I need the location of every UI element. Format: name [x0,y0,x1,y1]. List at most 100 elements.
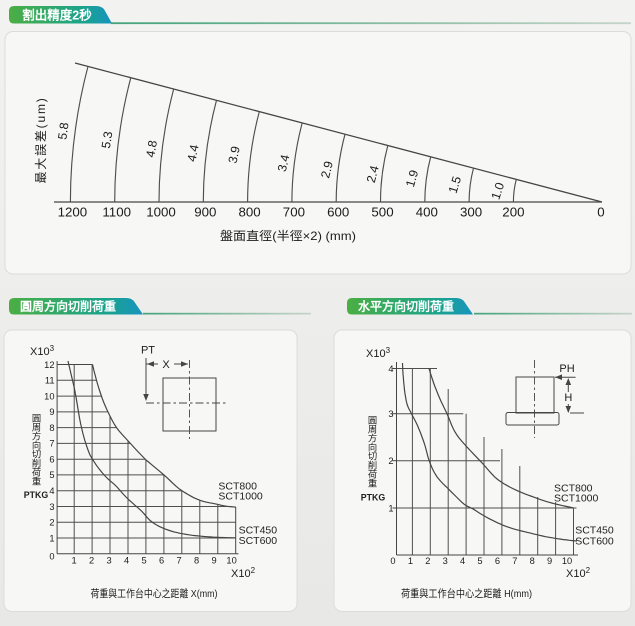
svg-text:4.4: 4.4 [185,143,202,163]
svg-text:8: 8 [49,423,54,433]
svg-text:方: 方 [368,433,377,444]
svg-text:向: 向 [32,440,41,451]
svg-text:削: 削 [368,460,377,471]
svg-text:5: 5 [477,556,482,566]
svg-text:0: 0 [49,552,54,562]
svg-text:1100: 1100 [102,205,131,220]
svg-text:7: 7 [49,439,54,449]
svg-text:8: 8 [530,556,535,566]
svg-text:盤面直徑(半徑×2) (mm): 盤面直徑(半徑×2) (mm) [220,229,356,243]
svg-text:7: 7 [177,555,182,565]
svg-text:3: 3 [443,556,448,566]
svg-text:6: 6 [49,455,54,465]
svg-text:PTKG: PTKG [24,490,49,500]
svg-text:4: 4 [49,486,54,496]
svg-text:荷重與工作台中心之距離 X(mm): 荷重與工作台中心之距離 X(mm) [91,587,218,600]
svg-text:1: 1 [388,503,393,513]
svg-text:2: 2 [49,518,54,528]
svg-text:300: 300 [460,205,482,220]
svg-text:6: 6 [495,556,500,566]
svg-text:11: 11 [45,376,55,386]
svg-text:X: X [162,359,170,371]
svg-text:H: H [564,392,572,404]
svg-text:SCT600: SCT600 [575,536,614,548]
svg-text:5.3: 5.3 [99,130,116,149]
svg-text:3: 3 [49,502,54,512]
svg-text:4: 4 [460,556,465,566]
svg-text:SCT450: SCT450 [575,525,614,537]
svg-text:700: 700 [283,205,305,220]
svg-text:向: 向 [368,442,377,453]
svg-text:荷: 荷 [368,470,377,480]
svg-text:水平方向切削荷重: 水平方向切削荷重 [358,299,454,314]
svg-text:4: 4 [388,364,393,374]
svg-text:1: 1 [408,556,413,566]
svg-text:X103: X103 [366,346,391,360]
svg-text:SCT1000: SCT1000 [554,493,599,505]
svg-text:荷: 荷 [32,468,41,478]
svg-text:周: 周 [32,423,41,433]
svg-text:1.9: 1.9 [403,168,421,188]
svg-text:8: 8 [194,555,199,565]
svg-text:7: 7 [512,556,517,566]
svg-text:荷重與工作台中心之距離 H(mm): 荷重與工作台中心之距離 H(mm) [401,587,532,600]
svg-text:3.9: 3.9 [226,145,243,165]
svg-text:5: 5 [142,555,147,565]
svg-text:2: 2 [388,456,393,466]
svg-text:500: 500 [371,205,393,220]
svg-text:1: 1 [72,555,77,565]
svg-text:1.5: 1.5 [446,174,464,195]
svg-text:3: 3 [107,555,112,565]
svg-text:PT: PT [141,345,155,357]
svg-text:X102: X102 [566,566,591,580]
svg-text:切: 切 [32,450,41,460]
svg-text:2.4: 2.4 [364,164,382,184]
svg-text:2: 2 [425,556,430,566]
svg-text:900: 900 [194,205,216,220]
svg-text:9: 9 [212,555,217,565]
svg-text:PTKG: PTKG [361,493,386,503]
svg-text:割出精度2秒: 割出精度2秒 [22,8,92,23]
svg-text:SCT800: SCT800 [218,481,257,493]
svg-text:2: 2 [89,555,94,565]
svg-text:400: 400 [416,205,438,220]
svg-text:6: 6 [159,555,164,565]
svg-text:600: 600 [327,205,349,220]
svg-text:SCT1000: SCT1000 [218,491,263,503]
svg-text:重: 重 [368,478,377,489]
svg-text:12: 12 [44,360,54,370]
svg-text:0: 0 [597,205,604,220]
svg-text:10: 10 [44,391,54,401]
svg-text:1.0: 1.0 [489,181,508,202]
svg-text:周: 周 [368,425,377,435]
svg-text:10: 10 [226,555,236,565]
svg-text:方: 方 [32,431,41,442]
svg-text:削: 削 [32,458,41,469]
svg-text:0: 0 [390,556,395,566]
svg-text:圓: 圓 [32,414,41,424]
svg-text:5: 5 [49,470,54,480]
svg-text:X102: X102 [231,566,256,580]
svg-text:SCT450: SCT450 [239,525,278,537]
svg-text:1200: 1200 [58,205,88,220]
svg-text:5.8: 5.8 [55,121,71,140]
svg-text:1: 1 [49,533,54,543]
svg-text:9: 9 [547,556,552,566]
svg-text:重: 重 [32,476,41,487]
svg-text:10: 10 [562,556,572,566]
svg-text:SCT800: SCT800 [554,483,593,495]
svg-text:圓: 圓 [368,416,377,426]
svg-text:最大誤差(um): 最大誤差(um) [33,96,48,183]
svg-text:9: 9 [49,407,54,417]
svg-text:PH: PH [559,363,574,375]
svg-text:4: 4 [124,555,129,565]
svg-text:200: 200 [502,205,524,220]
svg-text:3: 3 [388,409,393,419]
svg-text:3.4: 3.4 [275,153,293,173]
svg-text:800: 800 [239,205,261,220]
svg-text:SCT600: SCT600 [239,535,278,547]
svg-text:X103: X103 [30,344,55,358]
svg-text:1000: 1000 [146,205,176,220]
svg-text:2.9: 2.9 [318,159,336,179]
svg-text:切: 切 [368,452,377,462]
